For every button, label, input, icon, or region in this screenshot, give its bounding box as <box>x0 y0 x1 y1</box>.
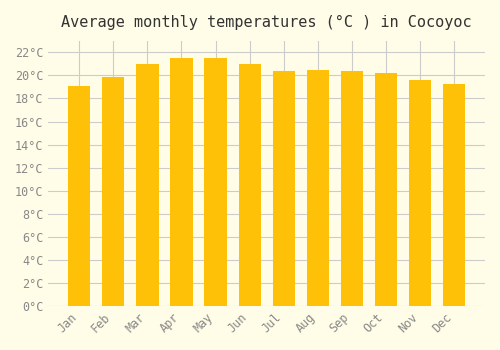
Bar <box>102 77 124 306</box>
Bar <box>409 80 431 306</box>
Bar <box>238 64 260 306</box>
Bar <box>68 86 90 306</box>
Bar <box>170 58 192 306</box>
Bar <box>272 71 295 306</box>
Bar <box>306 70 329 306</box>
Bar <box>204 58 227 306</box>
Bar <box>204 58 227 306</box>
Bar <box>136 64 158 306</box>
Bar <box>409 80 431 306</box>
Bar <box>170 58 192 306</box>
Bar <box>306 70 329 306</box>
Bar <box>238 64 260 306</box>
Bar <box>443 84 465 306</box>
Bar <box>102 77 124 306</box>
Bar <box>68 86 90 306</box>
Title: Average monthly temperatures (°C ) in Cocoyoc: Average monthly temperatures (°C ) in Co… <box>62 15 472 30</box>
Bar <box>443 84 465 306</box>
Bar <box>341 71 363 306</box>
Bar <box>272 71 295 306</box>
Bar <box>375 73 397 306</box>
Bar <box>341 71 363 306</box>
Bar <box>136 64 158 306</box>
Bar <box>375 73 397 306</box>
